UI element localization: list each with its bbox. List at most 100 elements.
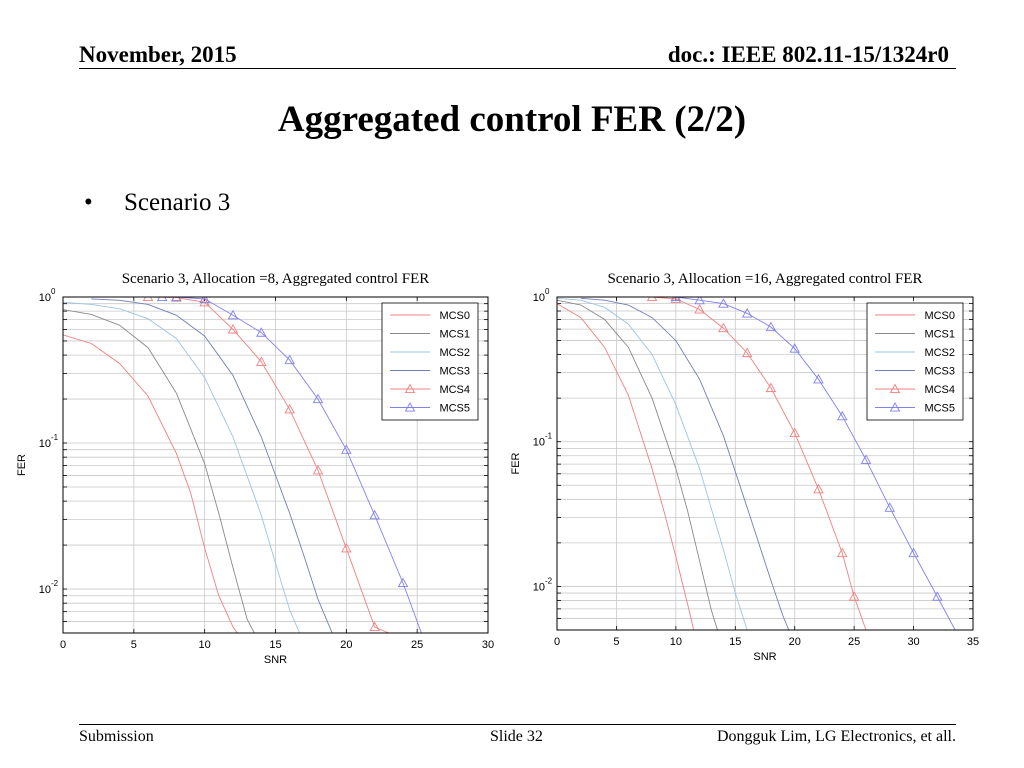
series-line-mcs2 bbox=[63, 301, 301, 633]
legend-label: MCS0 bbox=[439, 310, 470, 322]
marker-mcs4 bbox=[670, 297, 682, 303]
y-axis-label: FER bbox=[16, 454, 28, 476]
chart-title: Scenario 3, Allocation =16, Aggregated c… bbox=[607, 271, 922, 287]
x-tick-label: 15 bbox=[729, 636, 741, 648]
legend: MCS0 MCS1 MCS2 MCS3 MCS4 MCS5 bbox=[381, 302, 479, 421]
marker-mcs5 bbox=[836, 410, 848, 421]
x-tick-label: 20 bbox=[340, 639, 352, 651]
x-tick-label: 0 bbox=[554, 636, 560, 648]
x-tick-label: 15 bbox=[269, 639, 281, 651]
y-tick-exponent: 0 bbox=[51, 287, 56, 296]
marker-mcs4 bbox=[284, 403, 295, 414]
plot-frame bbox=[62, 296, 489, 634]
marker-mcs5 bbox=[256, 327, 267, 337]
bullet-marker: • bbox=[84, 189, 93, 216]
y-tick-exponent: -2 bbox=[51, 579, 59, 588]
legend-box bbox=[866, 302, 964, 421]
series-line-mcs0 bbox=[63, 334, 238, 633]
marker-mcs4 bbox=[789, 427, 800, 437]
y-tick-label: 10 bbox=[533, 437, 545, 449]
series-line-mcs0 bbox=[557, 303, 695, 630]
marker-mcs4 bbox=[848, 591, 860, 601]
series-line-mcs4 bbox=[652, 297, 867, 630]
legend-label: MCS2 bbox=[924, 347, 955, 359]
x-tick-label: 25 bbox=[411, 639, 423, 651]
marker-mcs4 bbox=[341, 542, 352, 553]
x-tick-label: 25 bbox=[848, 636, 860, 648]
y-tick-exponent: -1 bbox=[545, 432, 553, 441]
series-line-mcs5 bbox=[675, 297, 956, 630]
marker-mcs5 bbox=[860, 454, 872, 464]
marker-mcs5 bbox=[741, 308, 753, 318]
marker-mcs5 bbox=[199, 297, 210, 303]
legend-label: MCS5 bbox=[924, 403, 955, 415]
x-tick-label: 10 bbox=[199, 639, 211, 651]
series-line-mcs3 bbox=[580, 297, 790, 630]
x-tick-label: 35 bbox=[967, 636, 979, 648]
grid bbox=[556, 296, 974, 631]
header-date: November, 2015 bbox=[79, 42, 237, 67]
y-tick-exponent: 0 bbox=[545, 287, 550, 296]
series-line-mcs1 bbox=[63, 309, 255, 633]
marker-mcs5 bbox=[369, 509, 380, 520]
marker-mcs5 bbox=[670, 297, 682, 302]
marker-mcs4 bbox=[369, 621, 380, 632]
marker-mcs5 bbox=[932, 591, 943, 601]
x-axis-label: SNR bbox=[753, 651, 776, 663]
x-tick-label: 5 bbox=[131, 639, 137, 651]
x-tick-label: 0 bbox=[60, 639, 66, 651]
marker-mcs5 bbox=[884, 502, 896, 512]
marker-mcs4 bbox=[741, 347, 753, 358]
marker-mcs4 bbox=[142, 297, 154, 302]
bullet-item: • Scenario 3 bbox=[84, 189, 230, 217]
y-axis-label: FER bbox=[510, 452, 522, 474]
marker-mcs5 bbox=[171, 297, 182, 302]
series-line-mcs4 bbox=[147, 297, 389, 633]
y-tick-label: 10 bbox=[39, 438, 51, 450]
y-tick-label: 10 bbox=[39, 584, 51, 596]
marker-mcs4 bbox=[227, 323, 239, 334]
marker-mcs5 bbox=[694, 297, 705, 305]
marker-mcs4 bbox=[765, 382, 777, 393]
x-tick-label: 5 bbox=[613, 636, 619, 648]
marker-mcs5 bbox=[789, 343, 800, 353]
legend-marker bbox=[404, 402, 416, 412]
y-tick-label: 10 bbox=[533, 292, 545, 304]
y-tick-exponent: -1 bbox=[51, 433, 59, 442]
legend-label: MCS0 bbox=[924, 310, 955, 322]
marker-mcs4 bbox=[646, 297, 658, 302]
series-line-mcs3 bbox=[91, 298, 333, 633]
marker-mcs4 bbox=[312, 464, 324, 475]
x-tick-label: 10 bbox=[670, 636, 682, 648]
footer-slide-number: Slide 32 bbox=[490, 728, 543, 745]
legend-marker bbox=[404, 383, 416, 394]
marker-mcs5 bbox=[227, 309, 239, 320]
marker-mcs5 bbox=[284, 354, 295, 365]
header-divider bbox=[79, 68, 956, 69]
chart-title: Scenario 3, Allocation =8, Aggregated co… bbox=[122, 271, 430, 287]
y-tick-label: 10 bbox=[39, 292, 51, 304]
header-doc-id: doc.: IEEE 802.11-15/1324r0 bbox=[667, 42, 949, 67]
marker-mcs5 bbox=[156, 297, 168, 302]
marker-mcs4 bbox=[199, 297, 210, 307]
chart-svg: Scenario 3, Allocation =16, Aggregated c… bbox=[510, 271, 979, 663]
marker-mcs4 bbox=[256, 356, 267, 366]
marker-mcs4 bbox=[718, 322, 729, 333]
plot-frame bbox=[556, 296, 974, 631]
marker-mcs5 bbox=[397, 577, 409, 588]
series-line-mcs1 bbox=[557, 299, 718, 630]
legend-label: MCS1 bbox=[924, 329, 955, 341]
series-group bbox=[557, 297, 956, 630]
legend-label: MCS4 bbox=[439, 384, 470, 396]
legend-label: MCS2 bbox=[439, 347, 470, 359]
series-group bbox=[63, 297, 422, 633]
x-tick-label: 30 bbox=[482, 639, 494, 651]
chart-allocation-16: Scenario 3, Allocation =16, Aggregated c… bbox=[510, 262, 1010, 672]
chart-svg: Scenario 3, Allocation =8, Aggregated co… bbox=[16, 271, 494, 666]
footer-submission: Submission bbox=[79, 728, 154, 745]
legend-label: MCS3 bbox=[924, 366, 955, 378]
chart-allocation-8: Scenario 3, Allocation =8, Aggregated co… bbox=[0, 262, 510, 672]
x-tick-label: 30 bbox=[907, 636, 919, 648]
marker-mcs4 bbox=[694, 304, 705, 314]
legend-label: MCS3 bbox=[439, 366, 470, 378]
